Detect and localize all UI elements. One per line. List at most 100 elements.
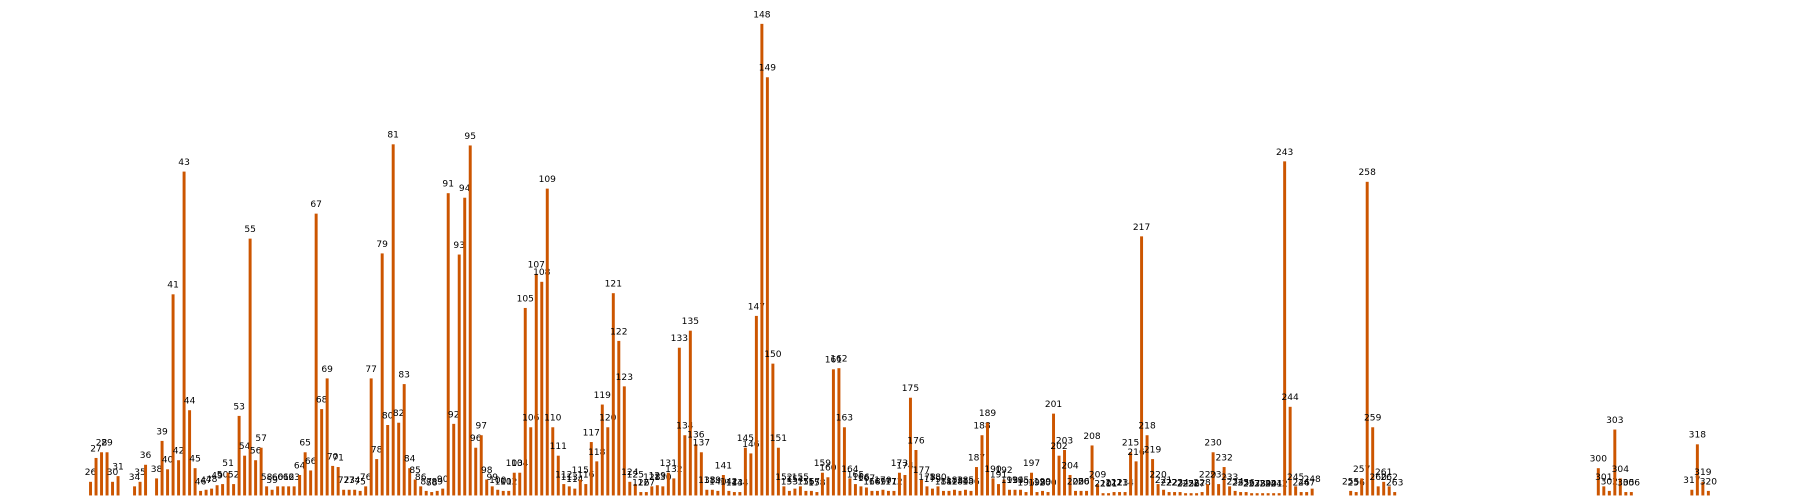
bar-label: 134	[676, 422, 694, 432]
bar	[237, 415, 241, 496]
bar	[210, 488, 214, 496]
bar	[1217, 484, 1221, 496]
bar	[1101, 493, 1105, 496]
bar-label: 222	[1160, 478, 1177, 488]
bar-label: 158	[808, 478, 826, 488]
bar-label: 215	[1122, 439, 1139, 449]
bar-label: 73	[343, 476, 355, 486]
bar	[1118, 492, 1122, 496]
bar	[1602, 486, 1606, 496]
bar	[1068, 475, 1072, 496]
bar-label: 43	[178, 158, 190, 168]
bar	[226, 472, 230, 496]
bar	[1349, 490, 1353, 496]
bar-label: 233	[1221, 473, 1239, 483]
bar	[248, 238, 252, 496]
bar-label: 30	[107, 468, 119, 478]
bar	[1371, 427, 1375, 496]
bar-label: 169	[869, 477, 887, 487]
bar-label: 300	[1590, 455, 1608, 465]
bar	[1173, 492, 1177, 496]
bar	[1145, 435, 1149, 496]
bar	[111, 481, 115, 496]
bar	[1695, 444, 1699, 496]
bar-label: 202	[1050, 442, 1067, 452]
bar	[358, 490, 362, 496]
bar	[815, 492, 819, 496]
bar-label: 207	[1078, 477, 1095, 487]
bar	[1090, 445, 1094, 496]
bar	[204, 489, 208, 496]
bar	[254, 460, 258, 496]
bar-label: 188	[973, 422, 991, 432]
bar	[1134, 461, 1138, 496]
bar	[441, 488, 445, 496]
bar	[953, 489, 956, 496]
bar	[402, 384, 406, 496]
bar	[727, 490, 731, 496]
bar-label: 61	[277, 473, 289, 483]
bar-label: 161	[825, 356, 842, 366]
bar	[881, 489, 885, 496]
bar	[997, 484, 1000, 496]
bar-label: 218	[1138, 422, 1156, 432]
bar-label: 148	[753, 10, 771, 20]
bar	[1189, 493, 1193, 496]
bar-label: 198	[1028, 478, 1046, 488]
bar-label: 193	[1001, 476, 1019, 486]
bar	[320, 409, 324, 496]
bar-label: 143	[726, 478, 744, 488]
bar	[749, 453, 753, 496]
bar	[1596, 468, 1600, 496]
bar	[1706, 490, 1710, 496]
bar-label: 162	[830, 355, 847, 365]
bar-label: 230	[1204, 439, 1222, 449]
bar-label: 203	[1056, 436, 1074, 446]
bar	[1162, 489, 1166, 496]
bar-label: 122	[610, 327, 627, 337]
bar	[1387, 486, 1391, 496]
bar-label: 320	[1700, 477, 1718, 487]
bar-label: 83	[398, 371, 410, 381]
bar	[292, 486, 296, 496]
bar	[1035, 492, 1039, 496]
bar-label: 91	[442, 180, 454, 190]
bar-label: 65	[299, 439, 311, 449]
bar	[782, 486, 786, 496]
bar	[1052, 413, 1056, 496]
bar	[435, 490, 439, 496]
bar-label: 67	[310, 200, 322, 210]
bar	[1123, 492, 1127, 496]
bar	[419, 486, 423, 496]
bar-label: 64	[294, 461, 306, 471]
bar	[1013, 489, 1017, 496]
bar-label: 159	[814, 459, 832, 469]
bar	[925, 486, 929, 496]
bar-label: 101	[495, 477, 512, 487]
bar	[397, 422, 401, 496]
bar	[1019, 489, 1022, 496]
bar	[540, 281, 544, 496]
bar-label: 209	[1089, 471, 1107, 481]
bar-label: 224	[1171, 478, 1189, 488]
bar-label: 36	[140, 451, 152, 461]
bar	[144, 464, 148, 496]
bar	[166, 469, 170, 496]
bar	[622, 386, 626, 496]
bar	[347, 489, 351, 496]
bar	[573, 488, 577, 496]
bar	[1024, 492, 1028, 496]
bar	[1184, 493, 1188, 496]
bar-label: 262	[1381, 473, 1398, 483]
bar	[600, 404, 604, 496]
bar	[1211, 452, 1215, 496]
bar-label: 139	[704, 476, 722, 486]
bar-label: 303	[1606, 416, 1624, 426]
bar-label: 92	[448, 410, 460, 420]
bar	[1283, 161, 1287, 496]
bar	[1107, 493, 1111, 496]
bar-label: 137	[693, 439, 710, 449]
bar-label: 80	[382, 411, 394, 421]
bar-label: 57	[255, 434, 267, 444]
